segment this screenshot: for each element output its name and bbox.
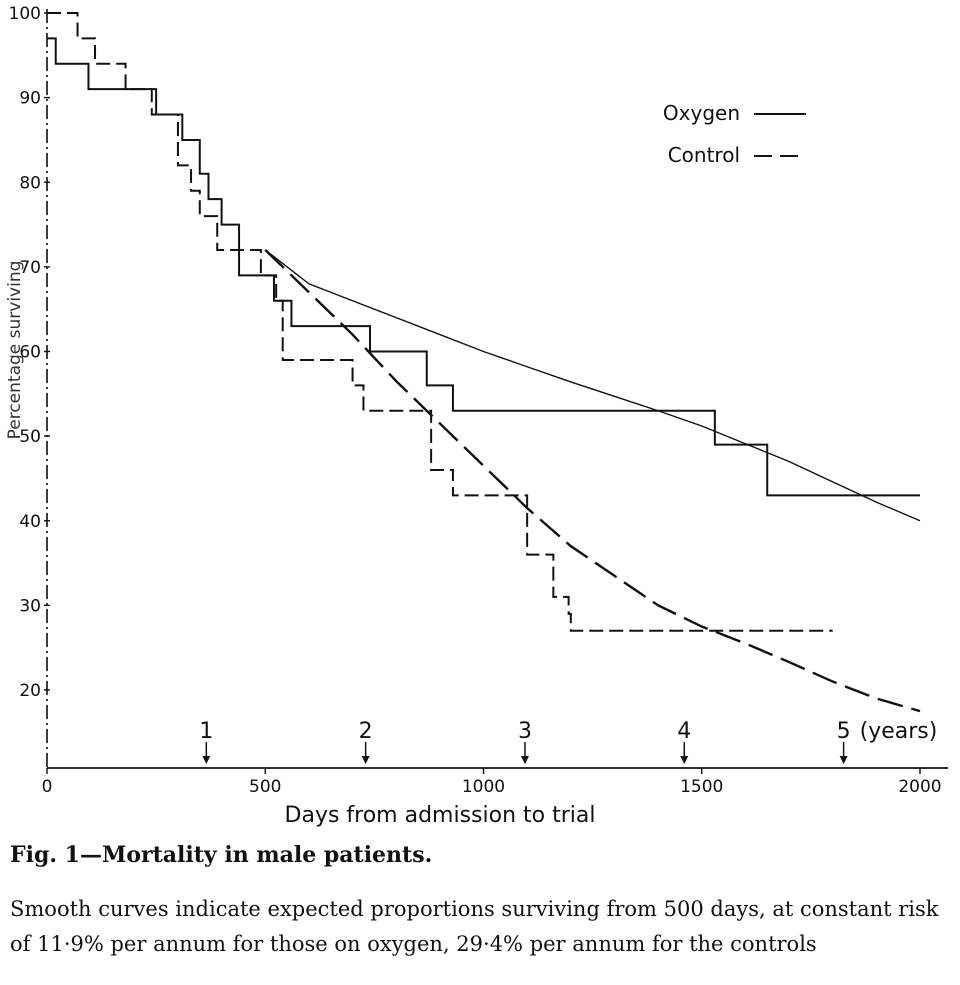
x-tick-label: 0 [42,777,53,797]
year-marker-label: 1 [199,719,213,744]
y-tick-label: 50 [19,427,41,447]
y-tick-label: 80 [19,173,41,193]
year-unit-label: (years) [860,719,938,744]
year-marker-layer: 1 2 3 4 5 (years) [199,719,937,764]
year-marker-label: 5 [837,719,851,744]
y-tick-label: 40 [19,512,41,532]
year-marker-arrowhead [839,756,848,764]
series-layer [47,12,921,713]
year-marker-arrowhead [520,756,529,764]
legend-label: Control [668,143,740,167]
y-tick-label: 70 [19,258,41,278]
year-marker-arrowhead [361,756,370,764]
y-tick-label: 30 [19,596,41,616]
y-tick-label: 100 [9,4,41,24]
x-tick-label: 2000 [898,777,941,797]
y-axis-title: Percentage surviving [5,261,25,440]
figure-caption-body: Smooth curves indicate expected proporti… [10,897,939,956]
oxygen-step-line [47,37,920,497]
y-tick-label: 60 [19,343,41,363]
x-tick-label: 1000 [462,777,505,797]
year-marker-arrowhead [680,756,689,764]
control-step-line [47,12,833,632]
x-tick-label: 1500 [680,777,723,797]
year-marker-arrowhead [202,756,211,764]
year-marker-label: 2 [359,719,373,744]
oxygen-smooth-line [264,249,921,522]
legend-label: Oxygen [663,101,740,125]
year-marker-label: 3 [518,719,532,744]
y-tick-label: 90 [19,89,41,109]
x-tick-label: 500 [249,777,281,797]
figure-caption-title: Fig. 1—Mortality in male patients. [10,842,433,868]
year-marker-label: 4 [677,719,691,744]
x-axis-title: Days from admission to trial [285,803,596,828]
y-tick-label: 20 [19,681,41,701]
legend: Oxygen Control [663,101,806,167]
control-smooth-line [264,249,921,713]
